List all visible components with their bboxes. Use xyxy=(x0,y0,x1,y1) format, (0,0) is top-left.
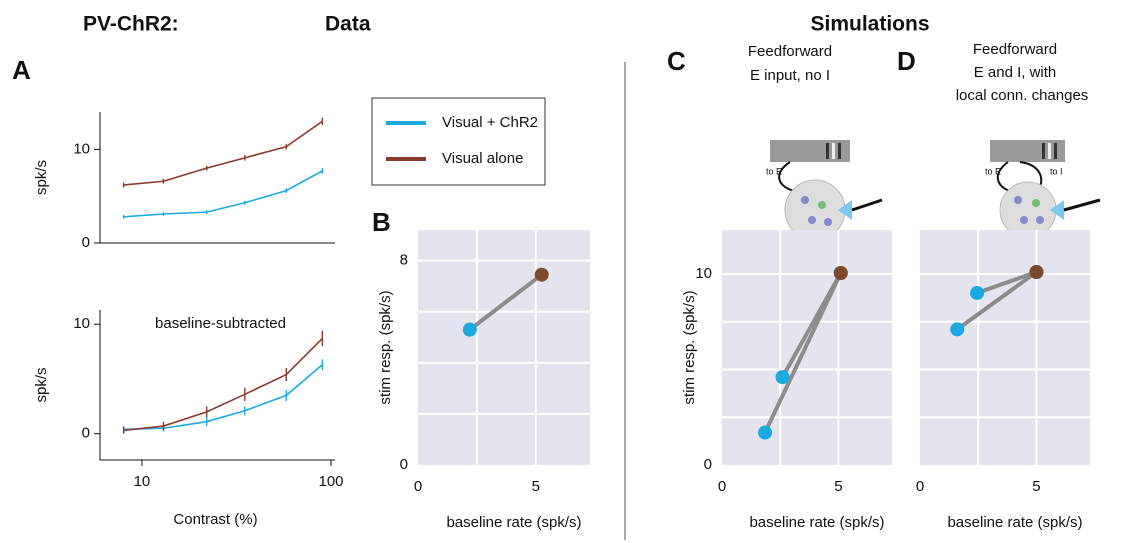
legend-label: Visual + ChR2 xyxy=(442,114,538,131)
grating xyxy=(838,143,841,159)
y-axis-label: spk/s xyxy=(33,160,50,195)
data-point xyxy=(970,286,985,301)
neuron xyxy=(808,216,816,224)
header: PV-ChR2: xyxy=(83,13,179,36)
y-tick-label: 10 xyxy=(73,315,90,332)
electrode xyxy=(1050,200,1064,220)
data-point xyxy=(758,425,773,440)
grating xyxy=(826,143,829,159)
data-point xyxy=(833,265,848,280)
data-point xyxy=(775,370,790,385)
grating xyxy=(1054,143,1057,159)
diagram: to E to E to I xyxy=(766,140,1101,241)
data-heading: Data xyxy=(325,13,371,36)
data-line xyxy=(123,120,323,186)
grating xyxy=(1048,143,1051,159)
panel-letter: C xyxy=(667,46,686,76)
x-tick-label: 0 xyxy=(916,478,924,495)
sim-heading: Simulations xyxy=(810,13,929,36)
annotation: E input, no I xyxy=(750,67,830,84)
x-axis-label: baseline rate (spk/s) xyxy=(947,514,1082,531)
plot-background xyxy=(418,230,590,465)
neuron xyxy=(818,201,826,209)
neuron xyxy=(824,218,832,226)
data-line xyxy=(123,170,323,218)
data-point xyxy=(534,267,549,282)
connector xyxy=(956,270,1038,331)
y-tick-label: 10 xyxy=(73,140,90,157)
electrode-wire xyxy=(1063,198,1101,212)
diagram-label: to I xyxy=(1050,166,1063,176)
annotation: Feedforward xyxy=(748,43,832,60)
y-tick-label: 0 xyxy=(704,456,712,473)
electrode-wire xyxy=(851,198,883,212)
data-point xyxy=(462,322,477,337)
neuron xyxy=(801,196,809,204)
stimulus xyxy=(770,140,850,162)
legend-box xyxy=(371,97,546,186)
grating xyxy=(1042,143,1045,159)
x-tick-label: 5 xyxy=(532,478,540,495)
legend-label: Visual alone xyxy=(442,150,523,167)
panel-letter: A xyxy=(12,55,31,85)
x-tick-label: 10 xyxy=(134,473,151,490)
annotation: E and I, with xyxy=(974,64,1057,81)
connector xyxy=(468,273,543,332)
grating xyxy=(832,143,835,159)
y-tick-label: 10 xyxy=(695,265,712,282)
annotation: local conn. changes xyxy=(956,87,1089,104)
network xyxy=(999,181,1057,239)
x-axis-label: baseline rate (spk/s) xyxy=(446,514,581,531)
y-tick-label: 0 xyxy=(82,234,90,251)
plot-background xyxy=(920,230,1090,465)
data-line xyxy=(123,364,323,431)
x-tick-label: 100 xyxy=(318,473,343,490)
connector xyxy=(976,270,1038,295)
panel-letter: D xyxy=(897,46,916,76)
x-tick-label: 0 xyxy=(414,478,422,495)
neuron xyxy=(1014,196,1022,204)
neuron xyxy=(1020,216,1028,224)
stimulus xyxy=(990,140,1065,162)
diagram-label: to E xyxy=(985,166,1001,176)
y-axis-label: stim resp. (spk/s) xyxy=(681,290,698,404)
x-tick-label: 0 xyxy=(718,478,726,495)
subplot-title: baseline-subtracted xyxy=(155,315,286,332)
panel-letter: B xyxy=(372,207,391,237)
neuron xyxy=(1036,216,1044,224)
neuron xyxy=(1032,199,1040,207)
x-tick-label: 5 xyxy=(1032,478,1040,495)
diagram-label: to E xyxy=(766,166,782,176)
y-tick-label: 0 xyxy=(400,456,408,473)
y-axis-label: spk/s xyxy=(33,367,50,402)
x-axis-label: Contrast (%) xyxy=(173,511,257,528)
x-tick-label: 5 xyxy=(834,478,842,495)
annotation: Feedforward xyxy=(973,41,1057,58)
y-axis-label: stim resp. (spk/s) xyxy=(377,290,394,404)
x-axis-label: baseline rate (spk/s) xyxy=(749,514,884,531)
data-point xyxy=(1029,265,1044,280)
data-line xyxy=(123,337,323,432)
connector xyxy=(780,272,843,379)
y-tick-label: 8 xyxy=(400,252,408,269)
electrode xyxy=(838,200,852,220)
data-point xyxy=(950,322,965,337)
y-tick-label: 0 xyxy=(82,425,90,442)
